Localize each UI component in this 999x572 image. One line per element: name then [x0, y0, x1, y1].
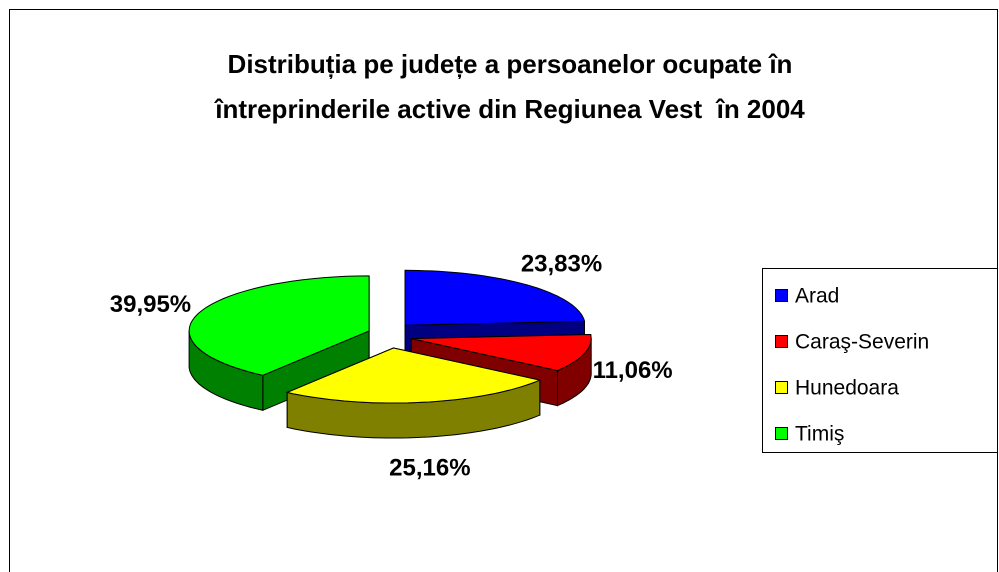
- legend-swatch: [775, 289, 788, 302]
- chart-title: întreprinderile active din Regiunea Vest…: [213, 94, 805, 124]
- value-label: 23,83%: [521, 251, 602, 278]
- legend-swatch: [775, 335, 788, 348]
- legend-label: Timiş: [795, 423, 844, 446]
- value-label: 11,06%: [593, 357, 673, 384]
- legend-label: Hunedoara: [795, 377, 899, 400]
- chart-title: Distribuția pe județe a persoanelor ocup…: [228, 49, 793, 79]
- slice: [404, 269, 586, 326]
- value-label: 39,95%: [110, 291, 191, 318]
- slice: [188, 275, 370, 376]
- legend-swatch: [775, 427, 788, 440]
- legend-label: Arad: [795, 285, 839, 308]
- legend-box: [762, 268, 998, 453]
- legend-label: Caraş-Severin: [795, 331, 929, 354]
- value-label: 25,16%: [389, 455, 470, 482]
- slice: [411, 333, 592, 372]
- legend-swatch: [775, 381, 788, 394]
- slice: [285, 347, 542, 404]
